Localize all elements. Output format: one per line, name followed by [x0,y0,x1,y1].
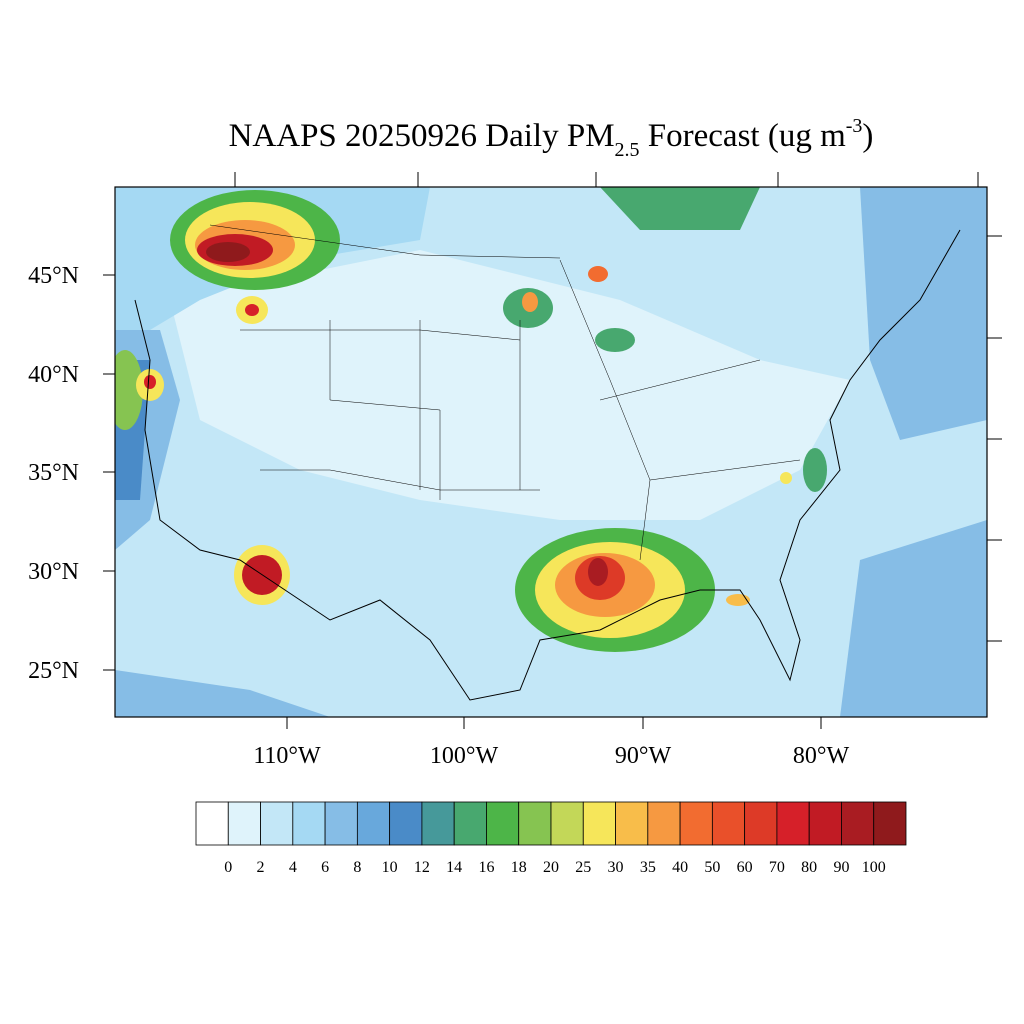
colorbar-box [195,801,229,846]
lon-label: 100°W [430,743,499,769]
colorbar-box [389,801,423,846]
colorbar-box [776,801,810,846]
title: NAAPS 20250926 Daily PM2.5 Forecast (ug … [229,115,874,161]
colorbar-label: 80 [801,859,817,876]
colorbar-box [518,801,552,846]
colorbar-label: 6 [321,859,329,876]
colorbar-box [453,801,487,846]
title-text: Forecast (ug m [640,118,847,154]
colorbar-label: 30 [608,859,624,876]
lon-label: 90°W [615,743,672,769]
colorbar-label: 20 [543,859,559,876]
colorbar-label: 14 [446,859,462,876]
title-superscript: -3 [846,115,863,137]
colorbar-label: 60 [737,859,753,876]
colorbar-label: 2 [257,859,265,876]
colorbar: 0 2 4 6 8 10 12 14 16 18 20 25 30 35 40 50 60 70 80 90 100 [195,801,907,876]
colorbar-box [744,801,778,846]
colorbar-box [260,801,294,846]
title-text: NAAPS 20250926 Daily PM [229,118,615,154]
colorbar-box [711,801,746,846]
colorbar-label: 50 [704,859,720,876]
colorbar-box [647,801,681,846]
map [115,187,987,717]
colorbar-box [227,801,261,846]
lat-label: 45°N [28,263,79,289]
colorbar-label: 12 [414,859,430,876]
colorbar-box [808,801,842,846]
colorbar-box [550,801,584,846]
colorbar-box [356,801,391,846]
lon-label: 80°W [793,743,850,769]
colorbar-box [292,801,326,846]
lat-label: 30°N [28,559,79,585]
colorbar-box [873,801,907,846]
colorbar-label: 8 [353,859,361,876]
colorbar-box [615,801,649,846]
lat-label: 25°N [28,658,79,684]
colorbar-label: 100 [862,859,886,876]
colorbar-label: 0 [224,859,232,876]
colorbar-box [582,801,616,846]
colorbar-box [486,801,520,846]
colorbar-label: 70 [769,859,785,876]
title-subscript: 2.5 [615,139,640,161]
colorbar-box [679,801,713,846]
colorbar-label: 10 [382,859,398,876]
axes: 45°N 40°N 35°N 30°N 25°N 110°W 100°W 90°W 80°W [28,172,1002,769]
lat-label: 35°N [28,460,79,486]
colorbar-label: 16 [478,859,494,876]
colorbar-box [841,801,875,846]
lon-label: 110°W [253,743,321,769]
colorbar-label: 40 [672,859,688,876]
map-frame [114,186,988,718]
title-text: ) [862,118,873,154]
colorbar-label: 4 [289,859,297,876]
colorbar-label: 18 [511,859,527,876]
colorbar-label: 90 [833,859,849,876]
colorbar-box [324,801,358,846]
colorbar-box [421,801,455,846]
colorbar-label: 25 [575,859,591,876]
lat-label: 40°N [28,362,79,388]
colorbar-label: 35 [640,859,656,876]
